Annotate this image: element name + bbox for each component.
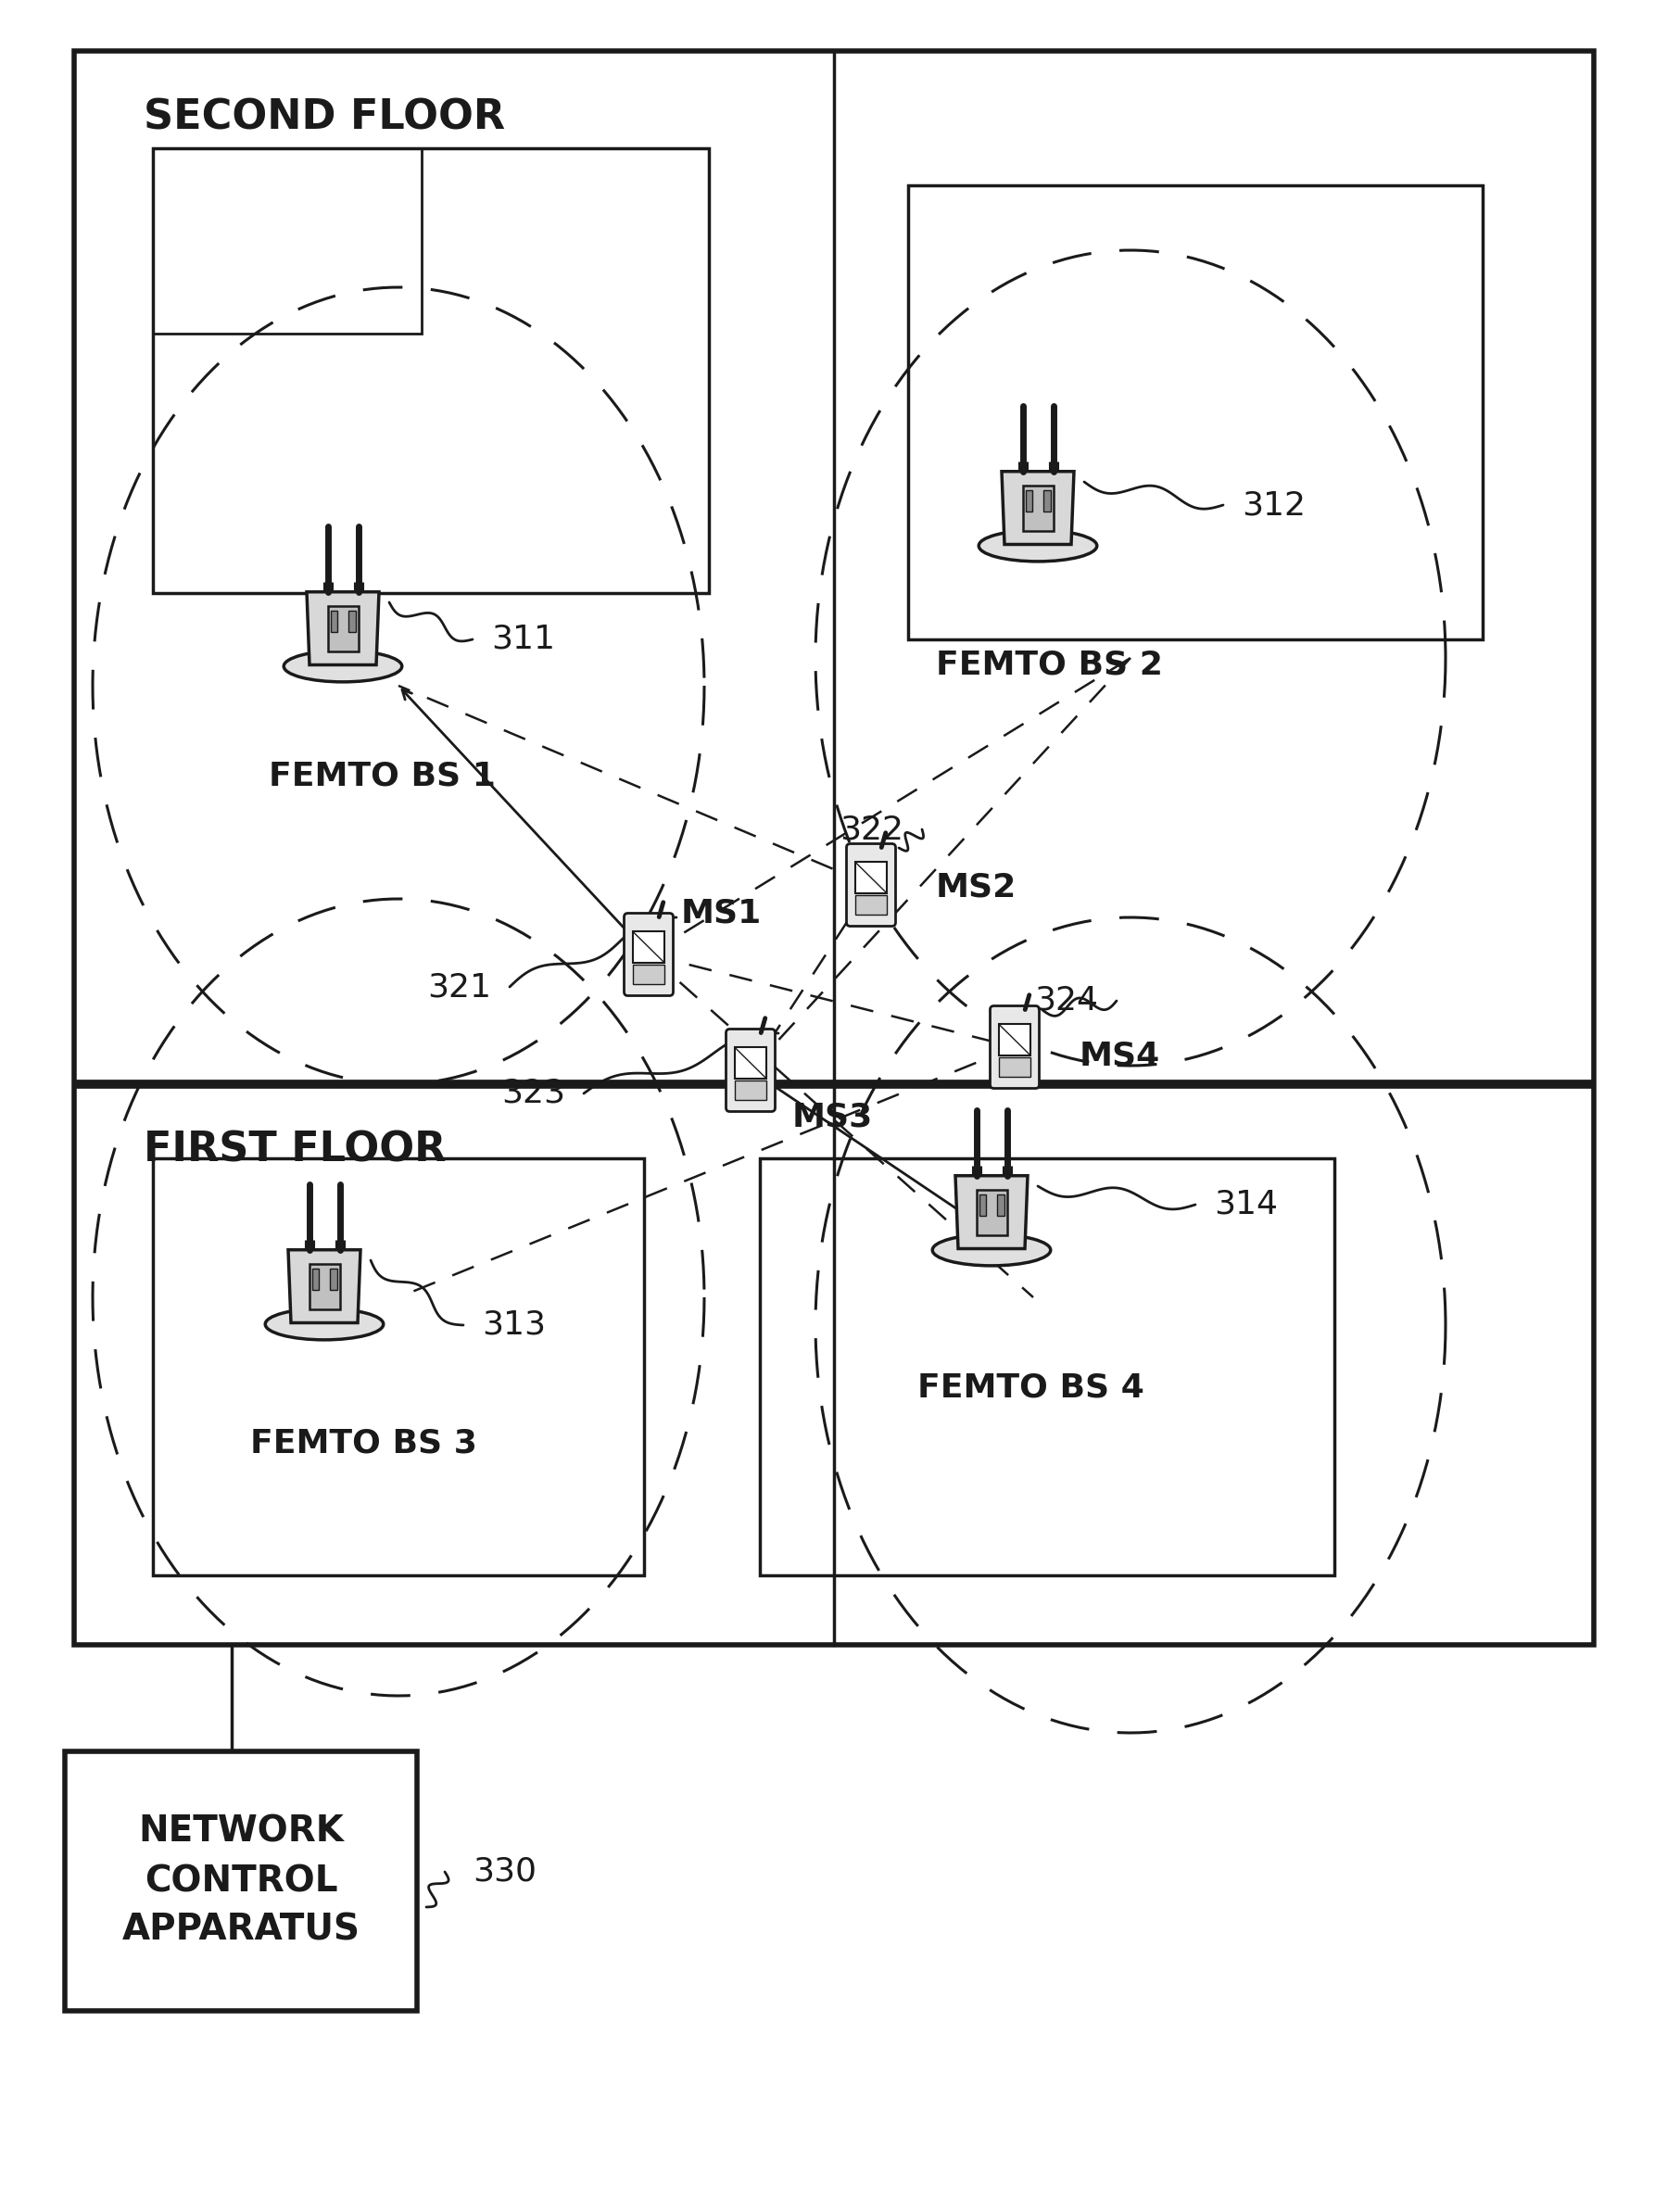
Text: MS4: MS4 <box>1080 1041 1161 1072</box>
Text: FEMTO BS 4: FEMTO BS 4 <box>917 1371 1144 1404</box>
Bar <box>1025 491 1032 511</box>
Bar <box>329 1269 336 1289</box>
Text: FIRST FLOOR: FIRST FLOOR <box>143 1130 447 1170</box>
FancyBboxPatch shape <box>847 845 895 926</box>
Text: 330: 330 <box>472 1855 536 1888</box>
Ellipse shape <box>284 650 402 681</box>
Bar <box>633 931 665 962</box>
Bar <box>1023 486 1053 531</box>
Text: 312: 312 <box>1242 489 1305 522</box>
Text: 321: 321 <box>427 971 491 1002</box>
Text: NETWORK
CONTROL
APPARATUS: NETWORK CONTROL APPARATUS <box>123 1815 360 1948</box>
Ellipse shape <box>979 531 1097 562</box>
Bar <box>734 1081 766 1099</box>
Bar <box>633 964 665 984</box>
Bar <box>309 1265 339 1309</box>
FancyBboxPatch shape <box>623 913 674 995</box>
Bar <box>1000 1057 1030 1077</box>
Bar <box>996 1194 1005 1216</box>
Bar <box>855 862 887 893</box>
Bar <box>328 606 358 650</box>
Bar <box>153 148 709 593</box>
Bar <box>74 51 1594 1645</box>
Text: 311: 311 <box>491 624 554 654</box>
Bar <box>979 1194 986 1216</box>
Text: 322: 322 <box>840 814 904 845</box>
Text: 313: 313 <box>482 1309 546 1340</box>
Text: FEMTO BS 1: FEMTO BS 1 <box>269 761 496 792</box>
Text: MS3: MS3 <box>793 1101 874 1132</box>
Bar <box>1043 491 1050 511</box>
Bar <box>331 610 338 632</box>
Bar <box>976 1190 1006 1234</box>
Bar <box>855 895 887 913</box>
Bar <box>734 1048 766 1079</box>
Text: 324: 324 <box>1035 986 1099 1017</box>
FancyBboxPatch shape <box>726 1028 774 1112</box>
Bar <box>759 1159 1334 1574</box>
Text: MS1: MS1 <box>680 898 763 929</box>
Bar <box>66 1751 417 2010</box>
Bar <box>1000 1024 1030 1055</box>
Text: 314: 314 <box>1215 1190 1278 1220</box>
Text: SECOND FLOOR: SECOND FLOOR <box>143 97 506 137</box>
Text: FEMTO BS 3: FEMTO BS 3 <box>250 1426 477 1459</box>
FancyBboxPatch shape <box>990 1006 1040 1088</box>
Ellipse shape <box>932 1234 1050 1265</box>
Bar <box>909 186 1483 639</box>
Bar <box>153 148 422 334</box>
Ellipse shape <box>265 1309 383 1340</box>
Polygon shape <box>289 1249 361 1322</box>
Polygon shape <box>956 1176 1028 1249</box>
Bar <box>153 1159 643 1574</box>
Bar <box>312 1269 319 1289</box>
Polygon shape <box>307 593 380 666</box>
Text: 323: 323 <box>501 1077 564 1110</box>
Text: MS2: MS2 <box>936 871 1016 904</box>
Polygon shape <box>1001 471 1074 544</box>
Bar <box>348 610 356 632</box>
Text: FEMTO BS 2: FEMTO BS 2 <box>936 648 1163 681</box>
